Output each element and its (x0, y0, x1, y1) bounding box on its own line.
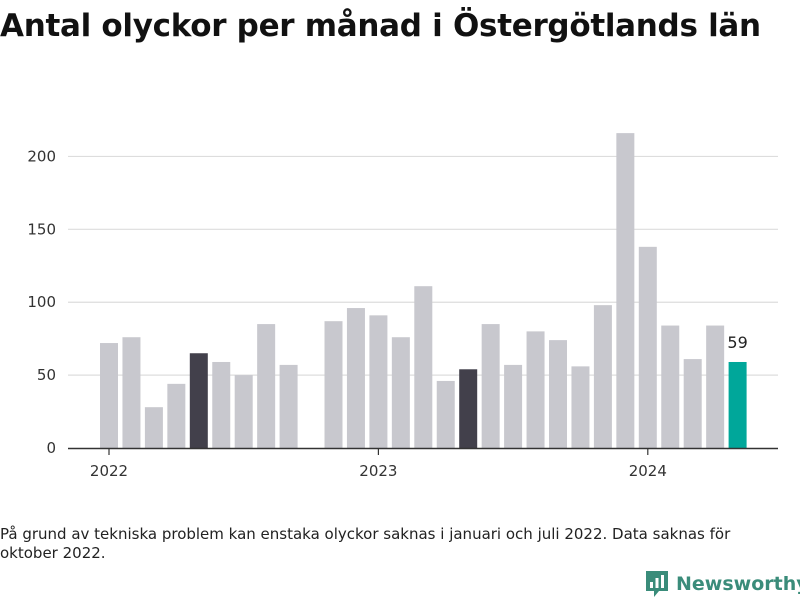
y-tick-label: 50 (37, 366, 56, 384)
footnote: På grund av tekniska problem kan enstaka… (0, 525, 731, 562)
bar (100, 343, 118, 448)
data-labels: 59 (727, 333, 747, 352)
bar (481, 324, 500, 448)
bar (391, 337, 410, 448)
bar (212, 361, 231, 448)
y-tick-label: 200 (27, 147, 56, 165)
x-tick-label: 2022 (90, 462, 128, 480)
bar (234, 375, 253, 448)
bar (504, 364, 523, 448)
bar (593, 305, 612, 448)
bar (549, 340, 567, 448)
y-tick-label: 0 (46, 439, 56, 457)
bar (189, 353, 208, 448)
x-tick-label: 2023 (359, 462, 397, 480)
bar (279, 364, 298, 448)
bar (661, 325, 680, 448)
bar-chart: 0 50 100 150 200 2022 2023 2024 59 (27, 133, 778, 480)
bar (324, 321, 343, 448)
bar (459, 369, 478, 448)
chart-title: Antal olyckor per månad i Östergötlands … (0, 8, 761, 44)
bar (436, 380, 455, 448)
y-axis-ticks: 0 50 100 150 200 (27, 147, 56, 457)
bar (122, 337, 141, 448)
brand-name: Newsworthy (676, 573, 800, 595)
bar (728, 361, 747, 448)
y-tick-label: 100 (27, 293, 56, 311)
bar (144, 407, 163, 448)
bar (683, 359, 702, 448)
bar (706, 325, 725, 448)
bars (100, 133, 747, 448)
bar (414, 286, 433, 448)
x-axis-ticks: 2022 2023 2024 (90, 448, 667, 480)
bar (369, 315, 388, 448)
data-label: 59 (727, 333, 747, 352)
y-tick-label: 150 (27, 220, 56, 238)
bar (257, 324, 276, 448)
bar (526, 331, 545, 448)
bar (167, 383, 186, 448)
x-tick-label: 2024 (629, 462, 667, 480)
bar (571, 366, 590, 448)
bar (346, 308, 365, 448)
newsworthy-logo-icon (646, 571, 668, 597)
brand-logo: Newsworthy (644, 568, 800, 600)
bar (616, 133, 635, 448)
bar (638, 246, 657, 448)
